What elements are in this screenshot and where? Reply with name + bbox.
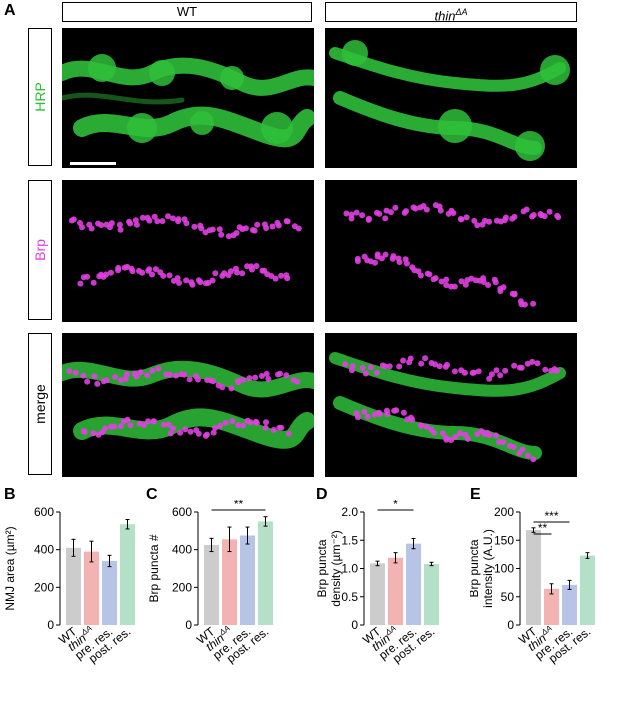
chart-y-tick-label: 100 xyxy=(494,562,514,576)
chart-bar xyxy=(66,547,81,625)
chart-bar xyxy=(370,563,385,625)
panel-letter-b: B xyxy=(4,486,16,503)
chart-y-tick-label: 0 xyxy=(185,618,192,632)
micrograph-mutant-brp xyxy=(325,180,577,322)
chart-ylabel-line: density (µm⁻²) xyxy=(329,530,343,607)
chart-y-tick-label: 1.0 xyxy=(341,562,358,576)
chart-ylabel-line: Brp puncta xyxy=(316,539,329,597)
micrograph-mutant-hrp-image xyxy=(329,40,570,161)
chart-brp-puncta-intensity: Brp puncta intensity (A.U.)050100150200WT… xyxy=(470,505,595,666)
chart-y-tick-label: 600 xyxy=(172,505,192,519)
chart-bar xyxy=(120,524,135,625)
micrograph-mutant-brp-image xyxy=(343,202,562,308)
chart-bar xyxy=(102,560,117,625)
micrograph-mutant-merge xyxy=(325,333,577,477)
panel-letter-d: D xyxy=(316,486,328,503)
chart-brp-puncta-density: Brp puncta density (µm⁻²)00.51.01.52.0WTt… xyxy=(316,500,439,666)
column-header-wt: WT xyxy=(62,2,312,22)
chart-y-tick-label: 50 xyxy=(501,590,515,604)
row-label-merge: merge xyxy=(28,333,52,475)
chart-bar xyxy=(258,521,273,625)
column-header-wt-label: WT xyxy=(176,4,198,19)
chart-bar xyxy=(526,530,541,625)
micrograph-wt-merge-image xyxy=(62,360,314,449)
chart-significance-label: ** xyxy=(538,521,548,535)
chart-y-tick-label: 400 xyxy=(34,543,54,557)
column-header-mutant-sup: ΔA xyxy=(455,7,468,17)
chart-y-tick-label: 2.0 xyxy=(341,505,358,519)
column-header-mutant-label: thin xyxy=(434,8,456,24)
micrograph-wt-brp-image xyxy=(68,213,302,288)
chart-y-tick-label: 150 xyxy=(494,533,514,547)
chart-significance-label: ** xyxy=(234,500,244,511)
chart-bar xyxy=(562,584,577,625)
chart-bar xyxy=(204,544,219,625)
column-header-mutant: thinΔA xyxy=(325,2,577,24)
row-label-hrp-text: HRP xyxy=(32,82,48,112)
chart-y-tick-label: 400 xyxy=(172,543,192,557)
chart-bar xyxy=(240,535,255,625)
micrograph-wt-brp xyxy=(62,180,314,322)
row-label-brp-text: Brp xyxy=(32,239,48,261)
chart-bar xyxy=(580,555,595,625)
row-label-brp: Brp xyxy=(28,180,52,320)
row-label-merge-text: merge xyxy=(32,384,48,424)
chart-bar xyxy=(222,539,237,625)
scale-bar xyxy=(70,162,116,165)
panel-letter-e: E xyxy=(470,486,481,503)
chart-y-tick-label: 0 xyxy=(507,618,514,632)
chart-y-tick-label: 200 xyxy=(494,505,514,519)
chart-y-tick-label: 1.5 xyxy=(341,533,358,547)
chart-ylabel-line: intensity (A.U.) xyxy=(481,529,495,608)
micrograph-wt-hrp-image xyxy=(62,54,314,165)
chart-bar xyxy=(388,557,403,625)
chart-y-tick-label: 200 xyxy=(34,580,54,594)
row-label-hrp: HRP xyxy=(28,28,52,166)
chart-y-tick-label: 600 xyxy=(34,505,54,519)
chart-y-tick-label: 0 xyxy=(351,618,358,632)
micrograph-mutant-hrp xyxy=(325,28,577,168)
chart-y-tick-label: 0.5 xyxy=(341,590,358,604)
chart-y-tick-label: 0 xyxy=(47,618,54,632)
micrograph-mutant-merge-image xyxy=(329,352,566,463)
chart-ylabel-line: Brp puncta xyxy=(470,539,481,597)
chart-bar xyxy=(544,588,559,625)
chart-bar xyxy=(406,543,421,625)
panel-letter-a: A xyxy=(4,2,16,19)
micrograph-wt-merge xyxy=(62,333,314,477)
panel-letter-c: C xyxy=(146,486,158,503)
chart-significance-label: * xyxy=(393,500,398,511)
chart-y-tick-label: 200 xyxy=(172,580,192,594)
chart-ylabel: NMJ area (µm²) xyxy=(3,526,17,610)
chart-significance-label: *** xyxy=(544,509,558,523)
micrograph-wt-hrp xyxy=(62,28,314,168)
chart-ylabel: Brp puncta # xyxy=(147,534,161,602)
chart-bar xyxy=(84,551,99,625)
chart-bar xyxy=(424,563,439,625)
